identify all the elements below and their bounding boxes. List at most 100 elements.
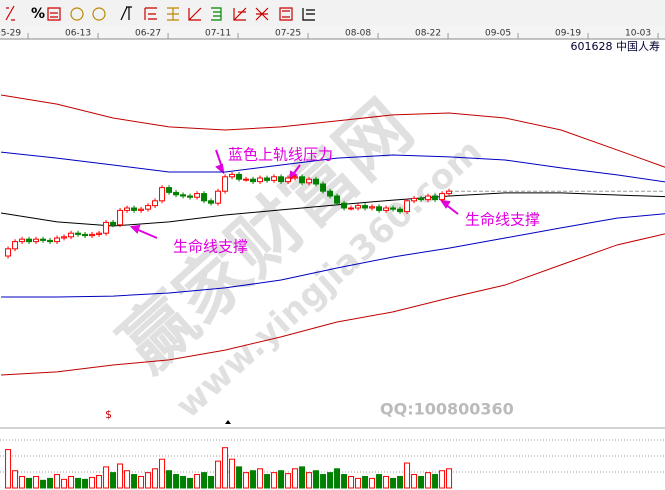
volume-bar	[187, 477, 194, 489]
candle-body	[376, 206, 383, 211]
volume-bar	[390, 477, 397, 489]
candle-body	[341, 202, 348, 209]
x-tick-label: 06-27	[135, 29, 161, 39]
volume-bar	[306, 472, 313, 489]
volume-bar	[201, 472, 208, 489]
candle-body	[208, 200, 215, 204]
candle-body	[369, 206, 376, 209]
volume-bar	[362, 475, 369, 489]
candle-body	[61, 236, 68, 239]
annotation: 生命线支撑	[465, 211, 540, 229]
icon[interactable]	[47, 7, 61, 21]
volume-bar	[19, 475, 26, 489]
volume-bar	[103, 466, 110, 489]
candle-body	[222, 176, 229, 192]
icon[interactable]	[92, 7, 106, 21]
volume-bar	[285, 473, 292, 489]
icon[interactable]	[70, 7, 84, 21]
icon[interactable]	[188, 7, 202, 21]
annotation: 蓝色上轨线压力	[228, 146, 333, 164]
icon[interactable]	[120, 6, 132, 21]
stock-label: 601628 中国人寿	[571, 39, 661, 53]
candle-body	[159, 187, 166, 202]
volume-bar	[348, 475, 355, 489]
arrow-head	[439, 199, 451, 209]
candle-body	[411, 197, 418, 202]
volume-bar	[145, 472, 152, 489]
candle-body	[285, 177, 292, 183]
volume-bar	[180, 475, 187, 489]
candle-body	[355, 205, 362, 209]
volume-bar	[117, 463, 124, 489]
volume-bar	[131, 474, 138, 489]
icon[interactable]	[302, 8, 315, 21]
volume-bar	[47, 477, 54, 489]
marker: $	[105, 408, 112, 421]
candle-body	[257, 177, 264, 183]
icon[interactable]	[211, 7, 222, 21]
volume-bar	[68, 475, 75, 489]
candle-body	[96, 232, 103, 235]
candle-body	[54, 237, 61, 243]
candle-body	[33, 238, 40, 243]
volume-bar	[61, 478, 68, 489]
icon[interactable]	[144, 7, 157, 20]
volume-bar	[89, 476, 96, 489]
volume-grid	[0, 439, 665, 473]
candle-body	[131, 207, 138, 211]
volume-bar	[222, 447, 229, 489]
arrow	[135, 228, 158, 239]
candle-body	[19, 238, 26, 243]
x-tick-label: 08-22	[415, 29, 441, 39]
volume-bar	[194, 474, 201, 489]
volume-bar	[33, 475, 40, 489]
volume-bar	[327, 472, 334, 489]
candle-body	[187, 195, 194, 198]
marker-triangle	[225, 420, 231, 424]
icon[interactable]	[279, 7, 293, 21]
volume-bar	[159, 458, 166, 489]
volume-bar	[334, 468, 341, 489]
volume-bar	[5, 449, 12, 489]
volume-bar	[439, 470, 446, 489]
volume-bar	[369, 477, 376, 489]
candle-body	[383, 207, 390, 211]
candle-body	[397, 208, 404, 213]
volume-bar	[229, 458, 236, 489]
volume-bar	[278, 470, 285, 489]
annotation: 生命线支撑	[173, 238, 248, 256]
volume-bar	[376, 474, 383, 489]
volume-bar	[110, 472, 117, 489]
icon[interactable]	[5, 5, 15, 21]
volume-bar	[40, 479, 47, 489]
arrow-head	[215, 163, 225, 175]
volume-bar	[320, 474, 327, 489]
candle-body	[145, 205, 152, 210]
volume-bar	[96, 475, 103, 489]
volume-bar	[236, 466, 243, 489]
icon[interactable]	[233, 7, 247, 21]
x-tick-label: 07-11	[205, 29, 231, 39]
candle-body	[40, 238, 47, 241]
volume-bar	[257, 468, 264, 489]
candle-body	[348, 207, 355, 210]
candle-body	[26, 238, 33, 243]
candle-body	[327, 190, 334, 197]
candle-body	[320, 183, 327, 192]
candle-body	[194, 193, 201, 198]
candle-body	[404, 200, 411, 213]
candle-body	[292, 176, 299, 179]
icon[interactable]	[255, 7, 269, 21]
volume-bar	[250, 470, 257, 489]
volume-bar	[341, 474, 348, 489]
volume-bar	[124, 470, 131, 489]
candle-body	[250, 178, 257, 183]
x-tick-label: 09-19	[555, 29, 581, 39]
volume-bar	[355, 477, 362, 489]
candle-body	[334, 195, 341, 204]
toolbar-percent[interactable]: %	[31, 6, 45, 22]
candle-body	[124, 207, 131, 211]
icon[interactable]	[167, 7, 179, 21]
candle-body	[243, 178, 250, 181]
candle-body	[138, 208, 145, 211]
